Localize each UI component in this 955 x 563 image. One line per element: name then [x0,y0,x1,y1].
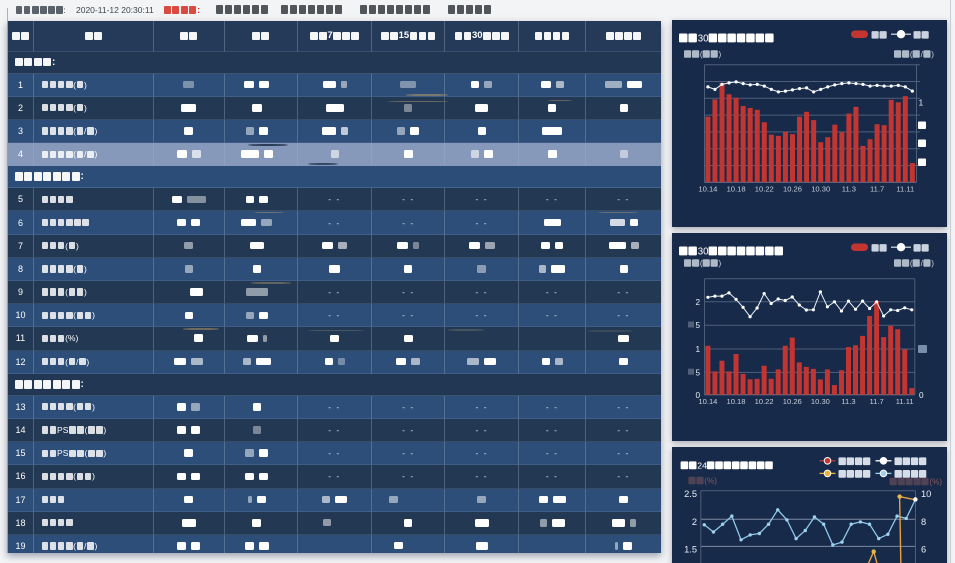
svg-text:10.14: 10.14 [698,397,717,406]
svg-text:10: 10 [921,489,931,499]
svg-text:/: / [921,259,924,268]
svg-text:): ) [931,50,934,59]
svg-text:10.26: 10.26 [783,185,802,194]
svg-text:10.22: 10.22 [755,397,774,406]
svg-text:(: ( [700,50,703,59]
svg-text:6: 6 [921,544,926,554]
svg-text:0: 0 [919,391,924,400]
svg-text:(: ( [910,259,913,268]
svg-text:8: 8 [921,517,926,527]
svg-text:(%): (%) [929,478,942,487]
svg-text:5: 5 [695,321,700,330]
svg-text:): ) [931,259,934,268]
svg-text:1: 1 [695,345,700,354]
svg-text:11.7: 11.7 [869,397,883,406]
svg-text:10.30: 10.30 [811,397,830,406]
svg-text:11.3: 11.3 [842,185,856,194]
svg-text:30: 30 [698,34,709,45]
svg-text:/: / [921,50,924,59]
svg-text:11.11: 11.11 [896,397,914,406]
svg-text:2.5: 2.5 [684,489,697,499]
svg-text:): ) [719,50,722,59]
svg-text:10.30: 10.30 [811,185,830,194]
svg-text:10.18: 10.18 [727,185,746,194]
svg-text:24: 24 [697,461,707,471]
svg-text:1.5: 1.5 [684,544,697,554]
svg-text:10.14: 10.14 [698,185,717,194]
svg-text:10.22: 10.22 [755,185,774,194]
svg-text:10.18: 10.18 [726,397,745,406]
svg-text:30: 30 [698,247,709,258]
svg-text:11.3: 11.3 [841,397,855,406]
svg-text:(%): (%) [704,477,717,486]
svg-text:5: 5 [695,368,700,377]
svg-text:10.26: 10.26 [783,397,802,406]
svg-text:2: 2 [692,517,697,527]
svg-text:11.7: 11.7 [870,185,884,194]
svg-text:2: 2 [695,298,700,307]
svg-text:1: 1 [919,98,924,108]
svg-text:(: ( [700,259,703,268]
svg-text:0: 0 [695,391,700,400]
svg-text:11.11: 11.11 [896,185,914,194]
svg-text:): ) [719,259,722,268]
svg-text:(: ( [910,50,913,59]
